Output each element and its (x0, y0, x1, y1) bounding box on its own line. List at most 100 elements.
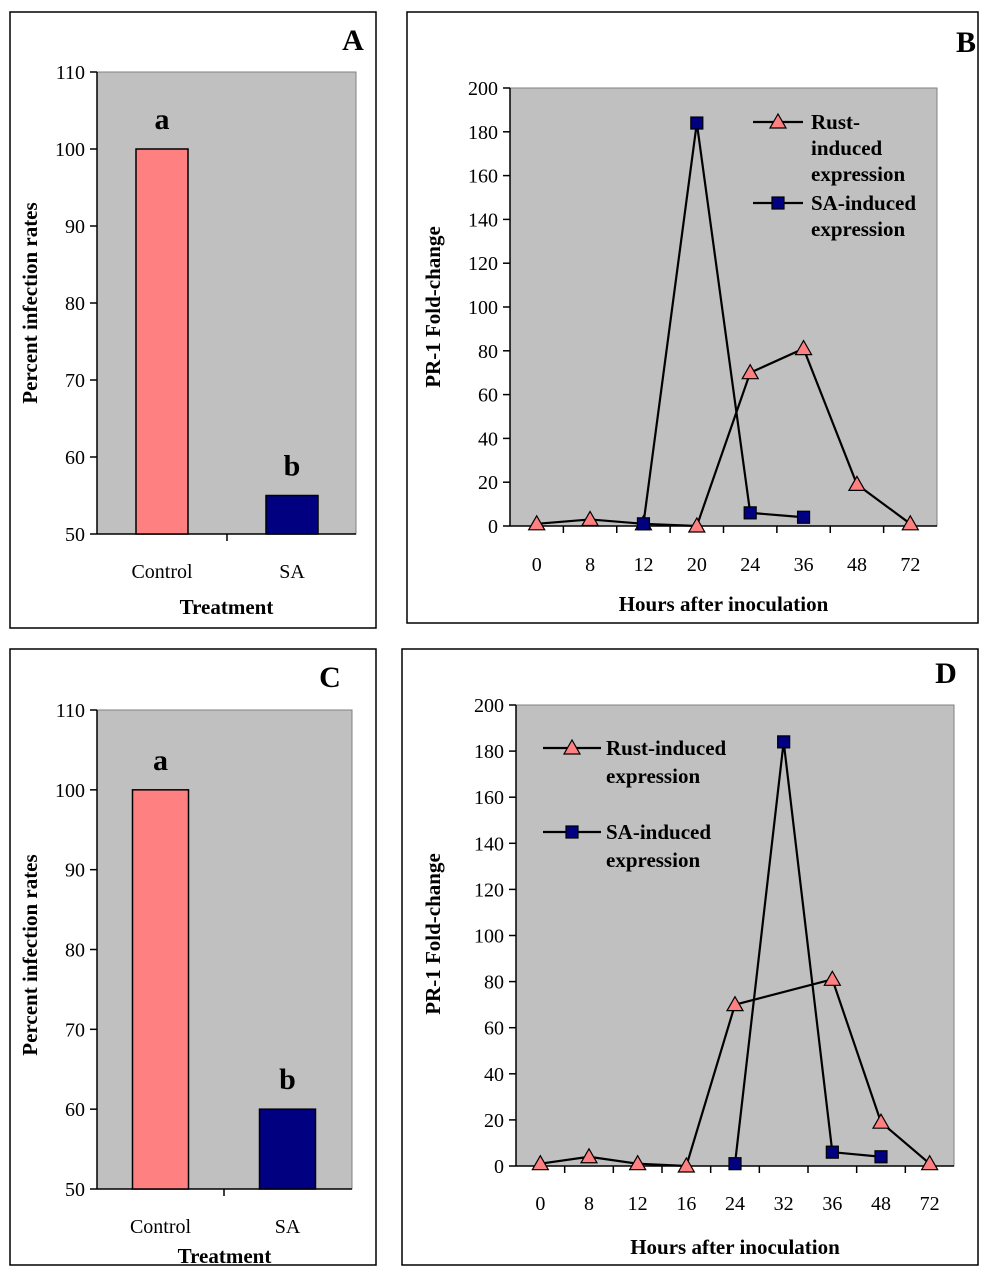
panel-letter: D (935, 657, 957, 690)
x-axis-title: Hours after inoculation (619, 592, 829, 616)
bar (131, 789, 190, 1190)
bar (265, 494, 319, 535)
y-axis-title: PR-1 Fold-change (421, 853, 445, 1015)
legend-label: Rust- (811, 110, 860, 134)
x-tick-label: 72 (900, 554, 920, 576)
y-tick-label: 110 (56, 62, 85, 84)
x-tick-label: 32 (774, 1193, 794, 1215)
data-point (628, 1154, 647, 1171)
legend-label: Rust-induced (606, 736, 727, 760)
y-tick-label: 100 (55, 780, 85, 802)
y-tick-label: 180 (474, 741, 504, 763)
y-tick-label: 60 (478, 385, 498, 407)
panel-a: 50 60 70 80 90 100 110 A Percent infection rates… (9, 11, 377, 629)
series-rust (531, 970, 939, 1173)
y-tick-label: 120 (468, 253, 498, 275)
x-tick-label: 20 (687, 554, 707, 576)
x-tick-label: 24 (740, 554, 760, 576)
series-line (733, 741, 882, 1164)
x-tick-label: 0 (535, 1193, 545, 1215)
y-tick-label: 0 (488, 516, 498, 538)
series-line (540, 977, 931, 1168)
data-point (874, 1150, 888, 1164)
panel-letter: C (319, 661, 341, 694)
y-tick-label: 70 (65, 1019, 85, 1041)
y-tick-label: 40 (478, 428, 498, 450)
y-tick-label: 40 (484, 1064, 504, 1086)
y-tick-label: 20 (484, 1110, 504, 1132)
x-tick-label: SA (275, 1216, 301, 1238)
x-tick-label: 12 (633, 554, 653, 576)
data-point (690, 116, 704, 130)
data-point (565, 825, 579, 839)
y-tick-label: 160 (468, 166, 498, 188)
x-tick-label: 16 (676, 1193, 696, 1215)
data-point (581, 510, 600, 527)
bar-significance-label: b (284, 450, 301, 483)
y-tick-label: 0 (494, 1156, 504, 1178)
y-tick-label: 50 (65, 524, 85, 546)
legend-label: expression (606, 848, 700, 872)
x-tick-label: Control (131, 561, 193, 583)
x-tick-label: 36 (822, 1193, 842, 1215)
data-point (771, 196, 785, 210)
y-tick-label: 80 (478, 341, 498, 363)
y-tick-label: 120 (474, 879, 504, 901)
data-point (677, 1156, 696, 1173)
x-tick-label: SA (279, 561, 305, 583)
series-line (642, 122, 804, 524)
y-tick-label: 20 (478, 472, 498, 494)
y-tick-label: 60 (65, 447, 85, 469)
bar-significance-label: a (155, 103, 170, 136)
y-tick-label: 140 (474, 833, 504, 855)
y-tick-label: 80 (65, 293, 85, 315)
y-tick-label: 200 (474, 695, 504, 717)
y-tick-label: 100 (474, 926, 504, 948)
x-tick-label: 36 (794, 554, 814, 576)
data-point (825, 1145, 839, 1159)
y-tick-label: 60 (65, 1099, 85, 1121)
legend-label: induced (811, 136, 883, 160)
data-point (687, 516, 706, 533)
series-sa (728, 735, 888, 1171)
data-point (871, 1112, 891, 1129)
data-point (796, 510, 811, 524)
plot-area (509, 87, 938, 527)
y-tick-label: 60 (484, 1018, 504, 1040)
plot-area (515, 704, 955, 1167)
panel-c: 50 60 70 80 90 100 110 C Percent infection rates… (9, 648, 377, 1268)
series-rust (527, 339, 920, 533)
panel-letter: A (342, 24, 364, 57)
y-tick-label: 100 (55, 139, 85, 161)
data-point (636, 517, 651, 531)
x-tick-label: 12 (628, 1193, 648, 1215)
y-tick-label: 110 (56, 700, 85, 722)
x-tick-label: 0 (532, 554, 542, 576)
y-tick-label: 140 (468, 209, 498, 231)
legend-label: expression (811, 217, 905, 241)
y-tick-label: 70 (65, 370, 85, 392)
y-axis-title: PR-1 Fold-change (421, 226, 445, 388)
x-tick-label: 8 (585, 554, 595, 576)
y-tick-label: 90 (65, 216, 85, 238)
data-point (847, 475, 866, 491)
data-point (743, 506, 757, 520)
x-tick-label: 72 (920, 1193, 940, 1215)
bar (135, 148, 189, 535)
y-tick-label: 100 (468, 297, 498, 319)
bar (258, 1108, 317, 1190)
x-axis-title: Hours after inoculation (630, 1235, 840, 1259)
data-point (920, 1154, 939, 1171)
y-axis-title: Percent infection rates (18, 202, 42, 403)
y-axis-title: Percent infection rates (18, 854, 42, 1055)
data-point (728, 1157, 742, 1171)
legend-label: expression (811, 162, 905, 186)
y-tick-label: 50 (65, 1179, 85, 1201)
y-tick-label: 90 (65, 860, 85, 882)
y-tick-label: 80 (65, 940, 85, 962)
bar-significance-label: b (279, 1063, 296, 1096)
data-point (579, 1147, 599, 1164)
